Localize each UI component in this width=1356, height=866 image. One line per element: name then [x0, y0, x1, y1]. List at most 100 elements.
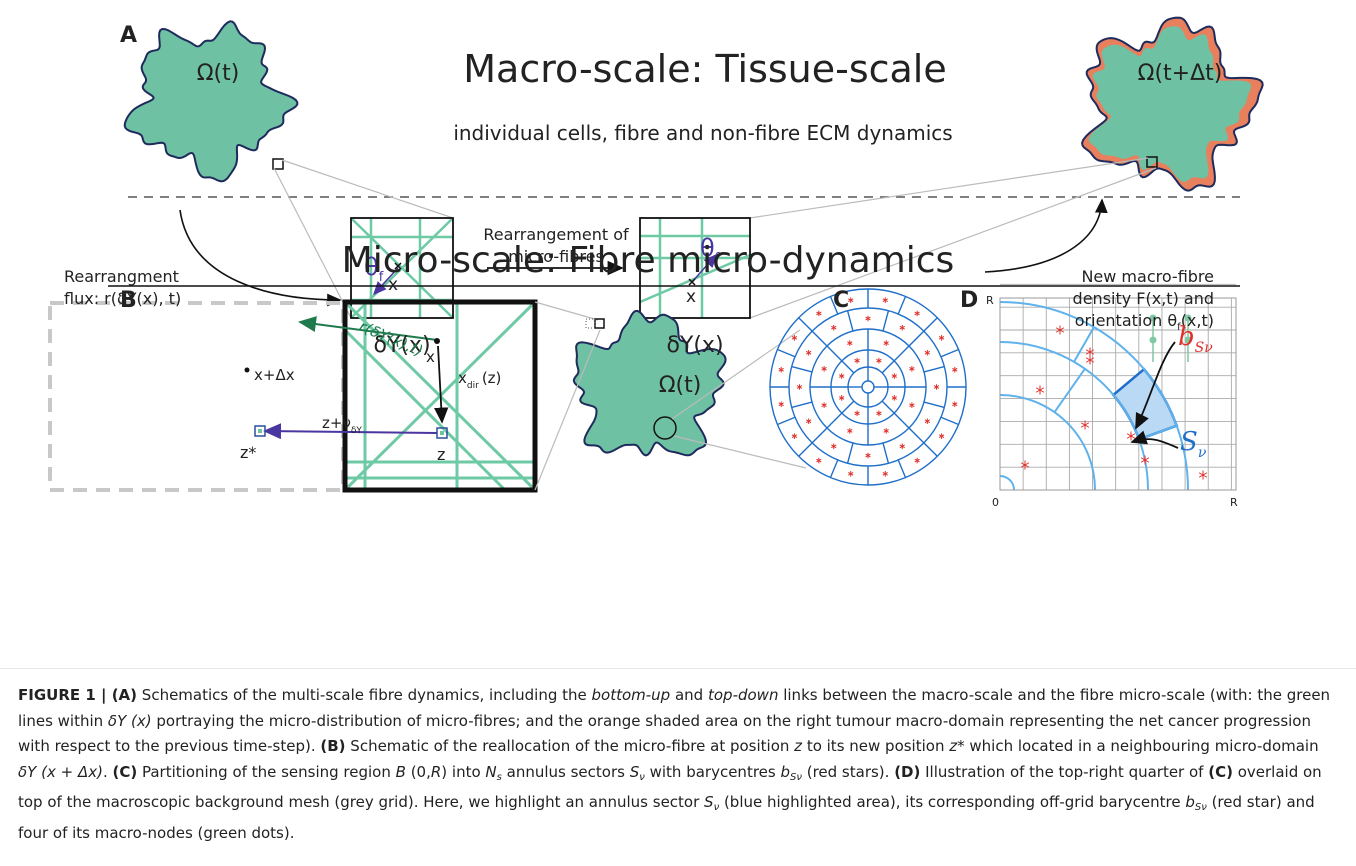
flux-label: Rearrangment	[64, 267, 179, 286]
sector-edge	[827, 413, 842, 428]
text-part: orientation θ	[1075, 311, 1177, 330]
tissue-domain	[125, 21, 298, 181]
sector-edge	[777, 349, 795, 356]
point-label: x	[686, 287, 696, 307]
sector-edge	[799, 443, 812, 456]
sector-edge	[883, 443, 888, 463]
figure-caption: FIGURE 1 | (A) Schematics of the multi-s…	[0, 668, 1356, 846]
caption-text: (red stars).	[802, 763, 894, 781]
fibre-position	[258, 429, 262, 433]
caption-text: top-down	[708, 686, 778, 704]
sector-edge	[848, 311, 853, 331]
sector-edge	[882, 361, 894, 373]
caption-text: Sν	[790, 772, 802, 783]
sector-edge	[883, 311, 888, 331]
output-label: New macro-fibre	[1081, 267, 1214, 286]
domain-label: Ω(t+Δt)	[1138, 61, 1223, 86]
zoom-line	[535, 302, 598, 320]
sector-edge	[842, 361, 854, 373]
annulus-arc	[1000, 395, 1095, 490]
caption-text: annulus sectors	[502, 763, 630, 781]
caption-text: S	[630, 763, 640, 781]
output-label: density F(x,t) and	[1073, 289, 1214, 308]
caption-text: δY (x)	[108, 712, 152, 730]
caption-text: Schematic of the reallocation of the mic…	[346, 737, 795, 755]
sector-edge	[941, 417, 959, 424]
zoom-line	[535, 330, 600, 490]
text-part: (z)	[482, 369, 502, 387]
text-part: S	[1180, 427, 1198, 457]
caption-text: Illustration of the top-right quarter of	[920, 763, 1208, 781]
page: { "panel_a": { "label": "A", "title": "M…	[0, 0, 1356, 866]
caption-text: and	[670, 686, 708, 704]
caption-text: (0,	[406, 763, 431, 781]
sector-edge	[842, 401, 854, 413]
annulus-ring	[862, 381, 874, 393]
sector-edge	[894, 346, 909, 361]
caption-text: (C)	[112, 763, 137, 781]
figure: A Macro-scale: Tissue-scale individual c…	[0, 0, 1356, 660]
sector-edge	[777, 417, 795, 424]
caption-text: Partitioning of the sensing region	[137, 763, 395, 781]
point-label: z	[437, 445, 445, 464]
caption-text: which located in a neighbouring micro-do…	[965, 737, 1319, 755]
caption-text: δY (x + Δx)	[18, 763, 103, 781]
caption-text: b	[1185, 793, 1195, 811]
sector-edge	[894, 413, 909, 428]
point-label: x+Δx	[254, 366, 295, 384]
caption-text: z*	[949, 737, 964, 755]
subscript: ν	[1198, 445, 1207, 461]
sector-edge	[909, 331, 924, 346]
sector-edge	[924, 318, 937, 331]
sector-edge	[882, 401, 894, 413]
sector-edge	[924, 367, 944, 372]
caption-text: N	[485, 763, 496, 781]
caption-text: z	[794, 737, 802, 755]
text-part: x	[458, 369, 467, 387]
sector-edge	[924, 443, 937, 456]
micro-domain-marker	[586, 319, 595, 328]
sector-edge	[898, 296, 905, 314]
text-part: z+ν	[322, 414, 351, 432]
panel-label: D	[960, 288, 978, 313]
caption-text: ) into	[441, 763, 485, 781]
axis-label: R	[986, 294, 994, 307]
caption-text: R	[431, 763, 441, 781]
caption-text: (D)	[894, 763, 920, 781]
direction-label: xdir(z)	[458, 369, 501, 391]
sector-edge	[941, 349, 959, 356]
macro-node	[1150, 337, 1157, 344]
caption-text: FIGURE 1 | (A)	[18, 686, 137, 704]
annulus-arc	[1000, 476, 1014, 490]
panel-label: B	[120, 288, 137, 313]
point-label: z*	[240, 443, 256, 462]
zoom-line	[750, 158, 1148, 218]
caption-text: (blue highlighted area), its correspondi…	[719, 793, 1185, 811]
neighbour-domain	[50, 303, 343, 490]
sector-edge	[848, 443, 853, 463]
caption-text: B	[396, 763, 406, 781]
macro-subtitle: individual cells, fibre and non-fibre EC…	[453, 121, 952, 145]
sector-edge	[799, 318, 812, 331]
axis-label: R	[1230, 496, 1238, 509]
sector-edge	[812, 428, 827, 443]
text-part: b	[1178, 322, 1195, 352]
caption-text: with barycentres	[645, 763, 781, 781]
sector-edge	[830, 460, 837, 478]
domain-label: Ω(t)	[659, 373, 702, 398]
sector-edge	[924, 402, 944, 407]
subscript: δY	[351, 426, 363, 436]
axis-label: 0	[992, 496, 999, 509]
caption-text: (B)	[320, 737, 345, 755]
sector-edge	[792, 402, 812, 407]
sector-edge	[827, 346, 842, 361]
flow-arrow	[985, 200, 1102, 272]
micro-domain-marker	[595, 319, 604, 328]
micro-domain-label: δY(x)	[666, 333, 723, 358]
fibre-position	[440, 431, 444, 435]
micro-domain-marker	[273, 159, 283, 169]
caption-text: Sν	[1195, 802, 1207, 813]
panel-label: C	[833, 288, 849, 313]
caption-text: to its new position	[802, 737, 949, 755]
point-label: x	[426, 348, 435, 366]
